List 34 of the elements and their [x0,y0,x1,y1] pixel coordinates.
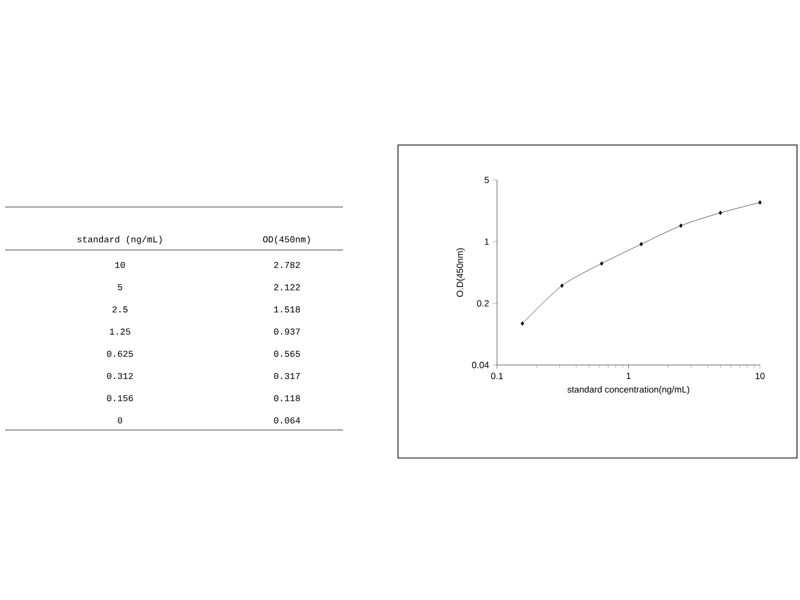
category-label: 2.5 [112,306,128,312]
point [600,261,604,266]
category-label: 10 [115,262,125,268]
data-label: 2.782 [274,262,300,268]
data-label: 0.317 [274,372,300,380]
y-tick-label: 0.2 [477,300,489,307]
text: OD(450nm) [263,236,310,244]
text: standard (ng/mL) [78,236,162,244]
y-axis-title: O.D(450nm) [456,248,465,297]
category-label: 0 [118,417,122,424]
point [640,242,643,246]
point [718,210,722,216]
x-axis-title: standard concentration(ng/mL) [567,386,690,394]
data-label: 0.118 [274,395,300,402]
data-label: 0.565 [274,350,300,357]
y-tick-label: 5 [484,176,489,184]
data-label: 1.518 [274,306,300,312]
data-label: 0.937 [274,328,300,335]
point [758,200,762,205]
data-label: 2.122 [274,284,300,290]
category-label: 5 [118,284,122,290]
point [520,321,524,326]
category-label: 0.625 [107,350,133,357]
y-tick-label: 0.04 [472,362,489,368]
x-tick-label: 0.1 [491,372,503,380]
category-label: 0.312 [107,372,133,380]
point [560,283,564,288]
category-label: 0.156 [107,395,133,402]
data-label: 0.064 [274,417,300,424]
category-label: 1.25 [110,328,130,335]
x-tick-label: 10 [756,372,765,380]
point [679,223,683,228]
x-tick-label: 1 [626,372,631,379]
y-tick-label: 1 [484,238,489,245]
